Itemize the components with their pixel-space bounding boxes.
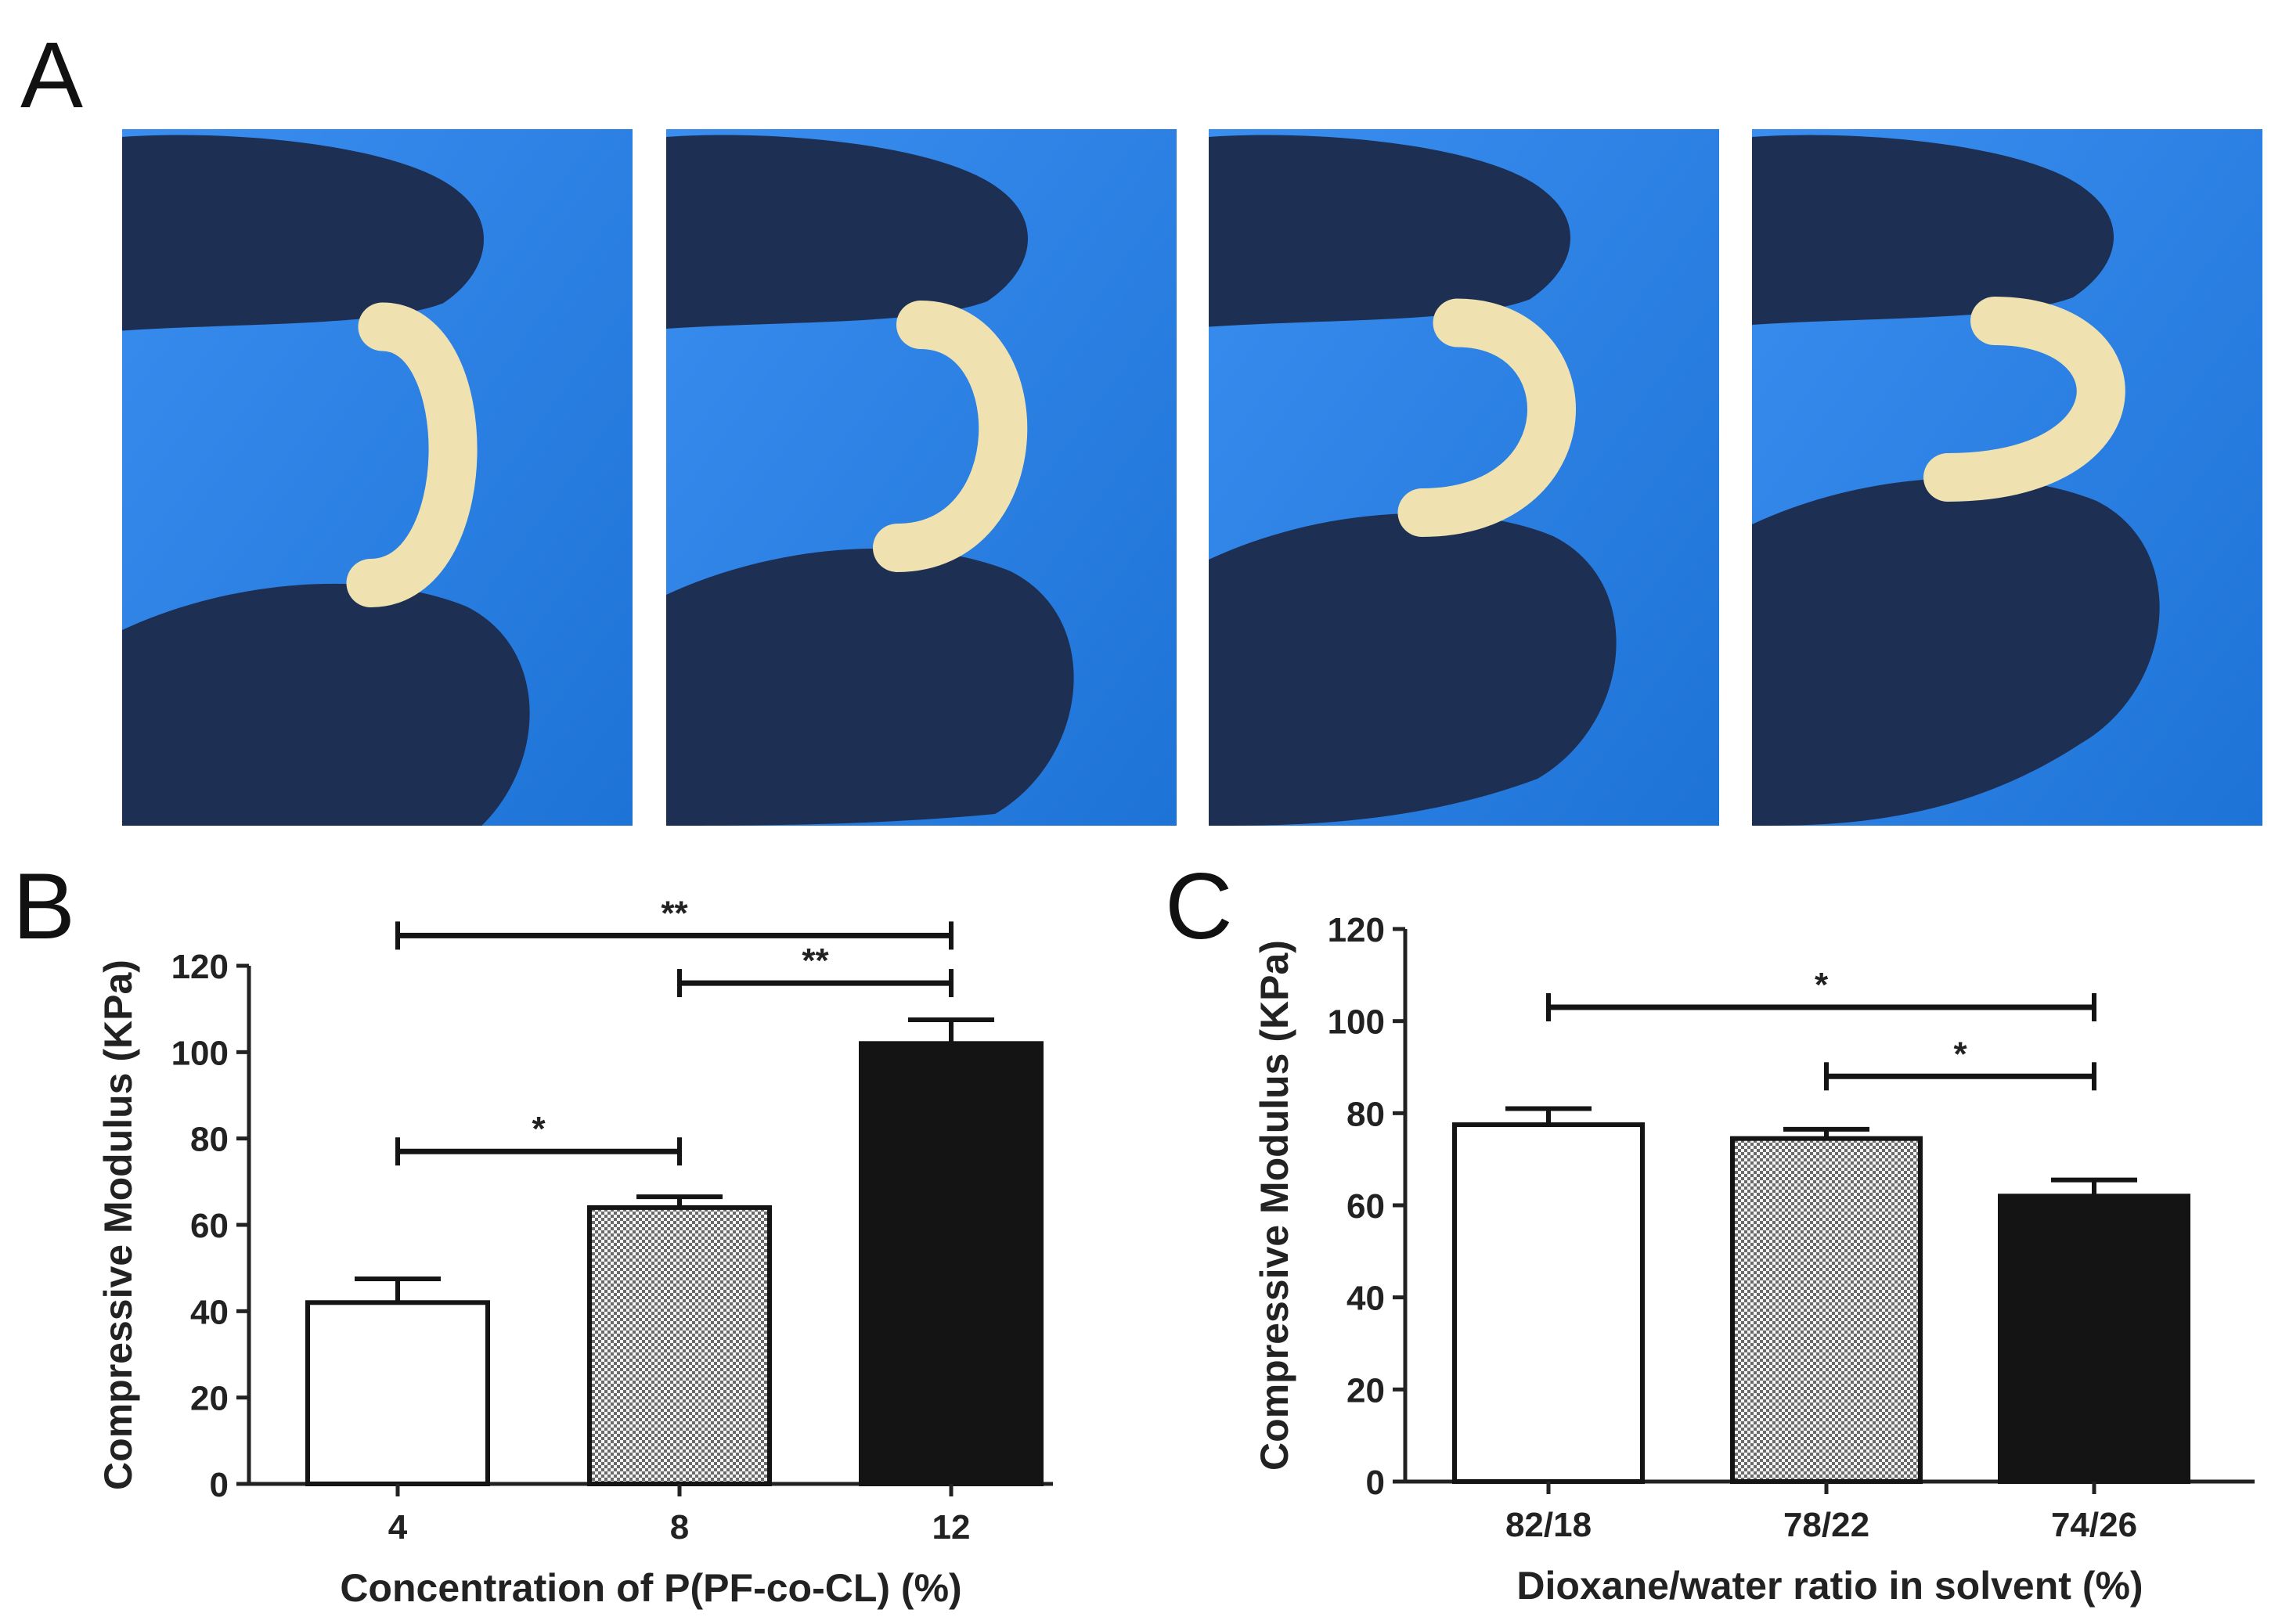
scaffold-strip: [873, 301, 1028, 572]
photo-scaffold-bend-1: [122, 129, 633, 826]
y-tick-label: 60: [190, 1207, 229, 1245]
bar-74/26: [1998, 1194, 2190, 1484]
x-axis-label: Dioxane/water ratio in solvent (%): [1516, 1564, 2143, 1608]
significance-label: *: [1953, 1035, 1967, 1073]
y-tick-label: 100: [171, 1034, 229, 1072]
photo-scaffold-bend-4: [1752, 129, 2262, 826]
x-axis-label: Concentration of P(PF-co-CL) (%): [340, 1566, 961, 1610]
chart-b: 0 20 40 60 80 100 120 4 8 12 * ** ** Concentration of…: [0, 861, 1119, 1624]
y-tick-label: 40: [1346, 1280, 1385, 1318]
y-tick-label: 60: [1346, 1187, 1385, 1226]
x-tick-label: 78/22: [1783, 1506, 1869, 1544]
significance-label: *: [1815, 966, 1829, 1004]
y-tick-label: 0: [210, 1466, 229, 1504]
bar-4: [305, 1300, 490, 1486]
glove-finger-bottom: [1209, 513, 1617, 826]
y-tick-label: 120: [171, 948, 229, 986]
panel-label-a: A: [20, 23, 84, 128]
glove-finger-bottom: [666, 548, 1074, 826]
glove-finger-bottom: [122, 583, 530, 826]
glove-finger-top: [666, 135, 1029, 329]
scaffold-strip: [1397, 298, 1576, 537]
significance-label: *: [532, 1110, 546, 1148]
y-tick-label: 20: [1346, 1371, 1385, 1410]
y-tick-label: 120: [1328, 911, 1385, 949]
y-tick-label: 0: [1366, 1464, 1385, 1502]
y-tick-label: 100: [1328, 1003, 1385, 1042]
x-tick-label: 8: [670, 1508, 689, 1547]
x-tick-label: 82/18: [1505, 1506, 1592, 1544]
y-tick-label: 40: [190, 1293, 229, 1331]
panel-label-c: C: [1165, 854, 1233, 959]
bar-12: [859, 1041, 1044, 1487]
photo-scaffold-bend-2: [666, 129, 1177, 826]
x-tick-label: 12: [932, 1508, 971, 1547]
panel-label-b: B: [13, 854, 76, 959]
glove-finger-bottom: [1752, 477, 2160, 826]
scaffold-strip: [346, 302, 478, 607]
y-tick-label: 20: [190, 1380, 229, 1418]
photo-scaffold-bend-3: [1209, 129, 1719, 826]
x-tick-label: 74/26: [2051, 1506, 2137, 1544]
x-tick-label: 4: [388, 1508, 408, 1547]
glove-finger-top: [122, 135, 485, 331]
y-tick-label: 80: [190, 1121, 229, 1159]
significance-label: **: [661, 894, 688, 932]
glove-finger-top: [1209, 135, 1571, 327]
significance-label: **: [802, 942, 829, 980]
bar-78/22: [1730, 1136, 1923, 1484]
bar-8: [587, 1204, 772, 1486]
scaffold-strip: [1923, 297, 2125, 502]
bar-82/18: [1452, 1122, 1645, 1484]
glove-finger-top: [1752, 135, 2114, 325]
y-tick-label: 80: [1346, 1095, 1385, 1133]
y-axis-label: Compressive Modulus (KPa): [96, 960, 140, 1490]
chart-c: 0 20 40 60 80 100 120 82/18 78/22 74/26 * * Dioxane/…: [1174, 861, 2282, 1624]
y-axis-label: Compressive Modulus (KPa): [1253, 940, 1296, 1471]
